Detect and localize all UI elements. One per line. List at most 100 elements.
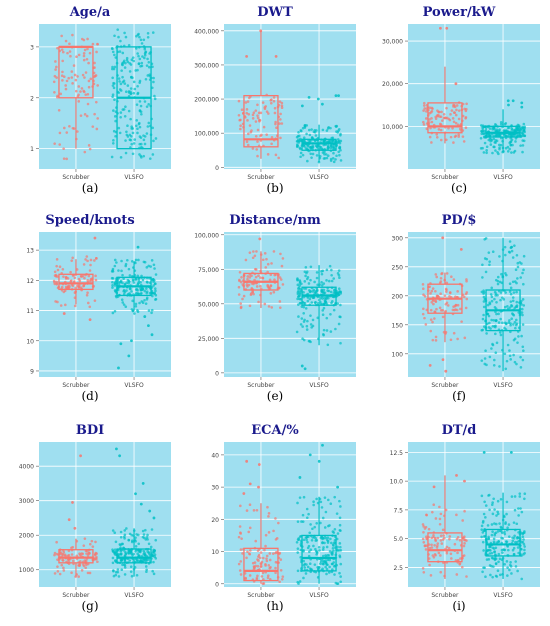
jitter-point	[523, 497, 526, 501]
panel-speed: Speed/knots 9 10 11 12 13 Scrubber VLSFO (d)	[5, 210, 175, 408]
jitter-point	[516, 569, 519, 573]
jitter-point	[490, 299, 494, 303]
jitter-point	[96, 117, 100, 120]
jitter-point	[506, 304, 509, 308]
jitter-point	[309, 523, 312, 526]
jitter-point	[330, 273, 333, 277]
jitter-point	[441, 528, 445, 532]
y-tick-label: 20,000	[382, 81, 403, 88]
jitter-point	[439, 554, 442, 557]
jitter-point	[438, 517, 442, 521]
jitter-point	[500, 536, 503, 540]
jitter-point	[96, 560, 99, 564]
jitter-point	[113, 531, 117, 535]
jitter-point	[429, 126, 432, 130]
jitter-point	[511, 296, 515, 299]
jitter-point	[456, 337, 459, 341]
y-tick-label: 2.5	[393, 565, 403, 572]
jitter-point	[278, 300, 282, 303]
jitter-point	[487, 537, 491, 541]
outlier-point	[507, 103, 510, 107]
jitter-point	[521, 323, 525, 326]
jitter-point	[508, 568, 511, 572]
jitter-point	[60, 74, 64, 77]
jitter-point	[279, 568, 283, 572]
chart-title: Power/kW	[422, 5, 496, 20]
jitter-point	[119, 82, 123, 86]
jitter-point	[481, 317, 485, 321]
jitter-point	[320, 288, 324, 292]
jitter-point	[503, 563, 506, 566]
jitter-point	[430, 117, 433, 120]
jitter-point	[338, 571, 341, 575]
jitter-point	[274, 571, 277, 575]
jitter-point	[237, 293, 241, 296]
jitter-point	[320, 272, 324, 276]
jitter-point	[431, 320, 434, 324]
jitter-point	[59, 92, 63, 96]
jitter-point	[438, 505, 441, 509]
jitter-point	[237, 113, 241, 117]
jitter-point	[238, 270, 242, 274]
jitter-point	[513, 360, 517, 364]
jitter-point	[132, 142, 136, 145]
jitter-point	[114, 540, 118, 544]
jitter-point	[138, 135, 142, 138]
jitter-point	[439, 539, 443, 542]
jitter-point	[239, 560, 243, 563]
jitter-point	[255, 250, 258, 253]
jitter-point	[113, 284, 117, 287]
jitter-point	[321, 297, 324, 300]
jitter-point	[119, 115, 122, 119]
jitter-point	[278, 276, 282, 279]
y-tick-label: 0	[215, 581, 219, 588]
jitter-point	[117, 552, 120, 556]
x-tick-label: VLSFO	[493, 592, 513, 599]
jitter-point	[111, 550, 115, 553]
jitter-point	[423, 107, 426, 110]
jitter-point	[273, 106, 277, 110]
jitter-point	[439, 570, 443, 574]
jitter-point	[439, 512, 443, 516]
jitter-point	[53, 270, 57, 274]
jitter-point	[297, 134, 301, 138]
jitter-point	[448, 291, 452, 294]
outlier-point	[308, 453, 312, 457]
jitter-point	[128, 133, 132, 137]
y-tick-label: 200	[392, 293, 404, 300]
jitter-point	[325, 567, 329, 571]
jitter-point	[137, 32, 140, 36]
box	[301, 534, 337, 572]
jitter-point	[279, 112, 282, 116]
jitter-point	[75, 554, 79, 558]
jitter-point	[485, 145, 489, 149]
jitter-point	[307, 512, 310, 516]
jitter-point	[439, 309, 443, 312]
jitter-point	[339, 133, 342, 137]
jitter-point	[273, 278, 276, 281]
jitter-point	[267, 512, 271, 515]
jitter-point	[240, 537, 243, 540]
jitter-point	[136, 289, 139, 292]
panel-caption: (h)	[266, 599, 284, 613]
jitter-point	[122, 108, 126, 111]
jitter-point	[154, 557, 158, 560]
jitter-point	[152, 263, 156, 267]
jitter-point	[421, 312, 425, 316]
panel-bdi: BDI 1000 2000 3000 4000 Scrubber VLSFO (g)	[5, 420, 175, 618]
jitter-point	[115, 261, 118, 264]
jitter-point	[134, 545, 138, 548]
jitter-point	[243, 116, 247, 119]
jitter-point	[138, 57, 142, 61]
jitter-point	[78, 564, 81, 567]
jitter-point	[488, 493, 491, 497]
jitter-point	[515, 540, 519, 544]
jitter-point	[246, 143, 250, 147]
jitter-point	[143, 100, 147, 103]
y-tick-label: 12	[26, 278, 34, 285]
jitter-point	[238, 525, 242, 528]
jitter-point	[488, 355, 492, 359]
jitter-point	[271, 552, 275, 555]
jitter-point	[483, 357, 487, 360]
jitter-point	[332, 160, 336, 164]
